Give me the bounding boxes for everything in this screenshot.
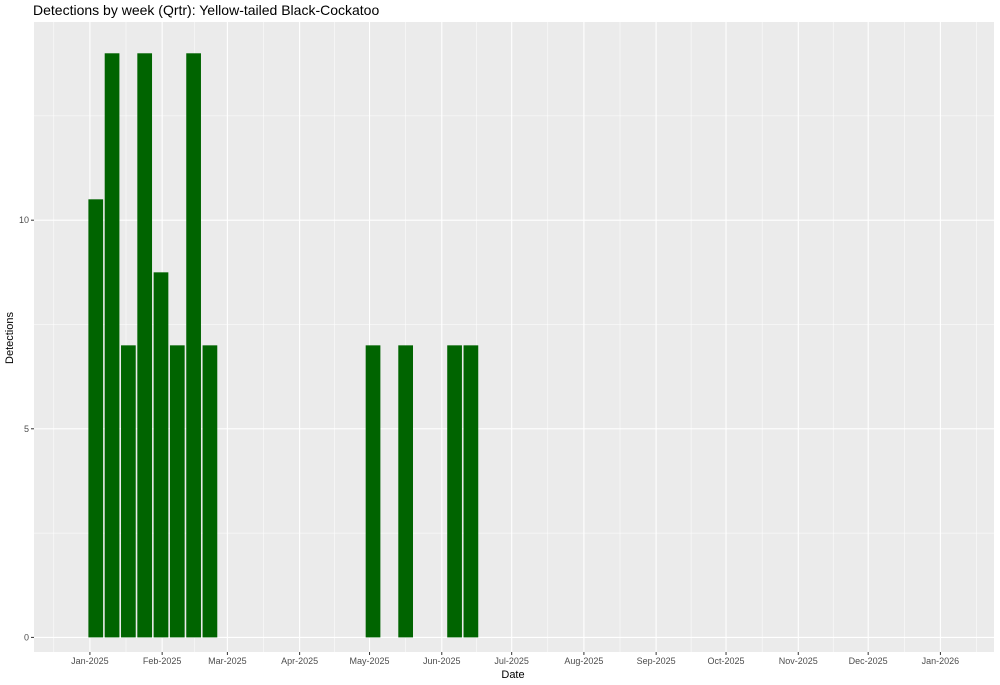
bar	[137, 53, 153, 638]
x-axis: Jan-2025 Feb-2025 Mar-2025 Apr-2025 May-2025…	[71, 652, 959, 666]
x-tick-label: Oct-2025	[708, 656, 745, 666]
bar	[463, 345, 479, 638]
bar	[104, 53, 120, 638]
bar	[186, 53, 201, 638]
x-tick-label: Nov-2025	[779, 656, 818, 666]
bar	[202, 345, 218, 638]
bar	[365, 345, 381, 638]
bar	[153, 272, 169, 638]
x-tick-label: Feb-2025	[143, 656, 182, 666]
x-tick-label: Aug-2025	[564, 656, 603, 666]
x-tick-label: Dec-2025	[849, 656, 888, 666]
y-tick-label: 5	[24, 424, 29, 434]
x-tick-label: Jan-2025	[71, 656, 109, 666]
x-axis-title: Date	[501, 669, 524, 681]
x-tick-label: Mar-2025	[208, 656, 247, 666]
y-axis: 0 5 10	[19, 215, 34, 642]
x-tick-label: Jun-2025	[423, 656, 461, 666]
y-tick-label: 10	[19, 215, 29, 225]
x-tick-label: May-2025	[350, 656, 390, 666]
bar	[169, 345, 185, 638]
bar	[447, 345, 462, 638]
bar	[121, 345, 136, 638]
y-tick-label: 0	[24, 632, 29, 642]
bars	[88, 53, 479, 638]
chart-title: Detections by week (Qrtr): Yellow-tailed…	[33, 2, 379, 18]
y-axis-title: Detections	[4, 312, 16, 364]
x-tick-label: Apr-2025	[281, 656, 318, 666]
x-tick-label: Jan-2026	[922, 656, 960, 666]
x-tick-label: Sep-2025	[637, 656, 676, 666]
bar	[398, 345, 414, 638]
bar	[88, 199, 104, 638]
x-tick-label: Jul-2025	[494, 656, 529, 666]
